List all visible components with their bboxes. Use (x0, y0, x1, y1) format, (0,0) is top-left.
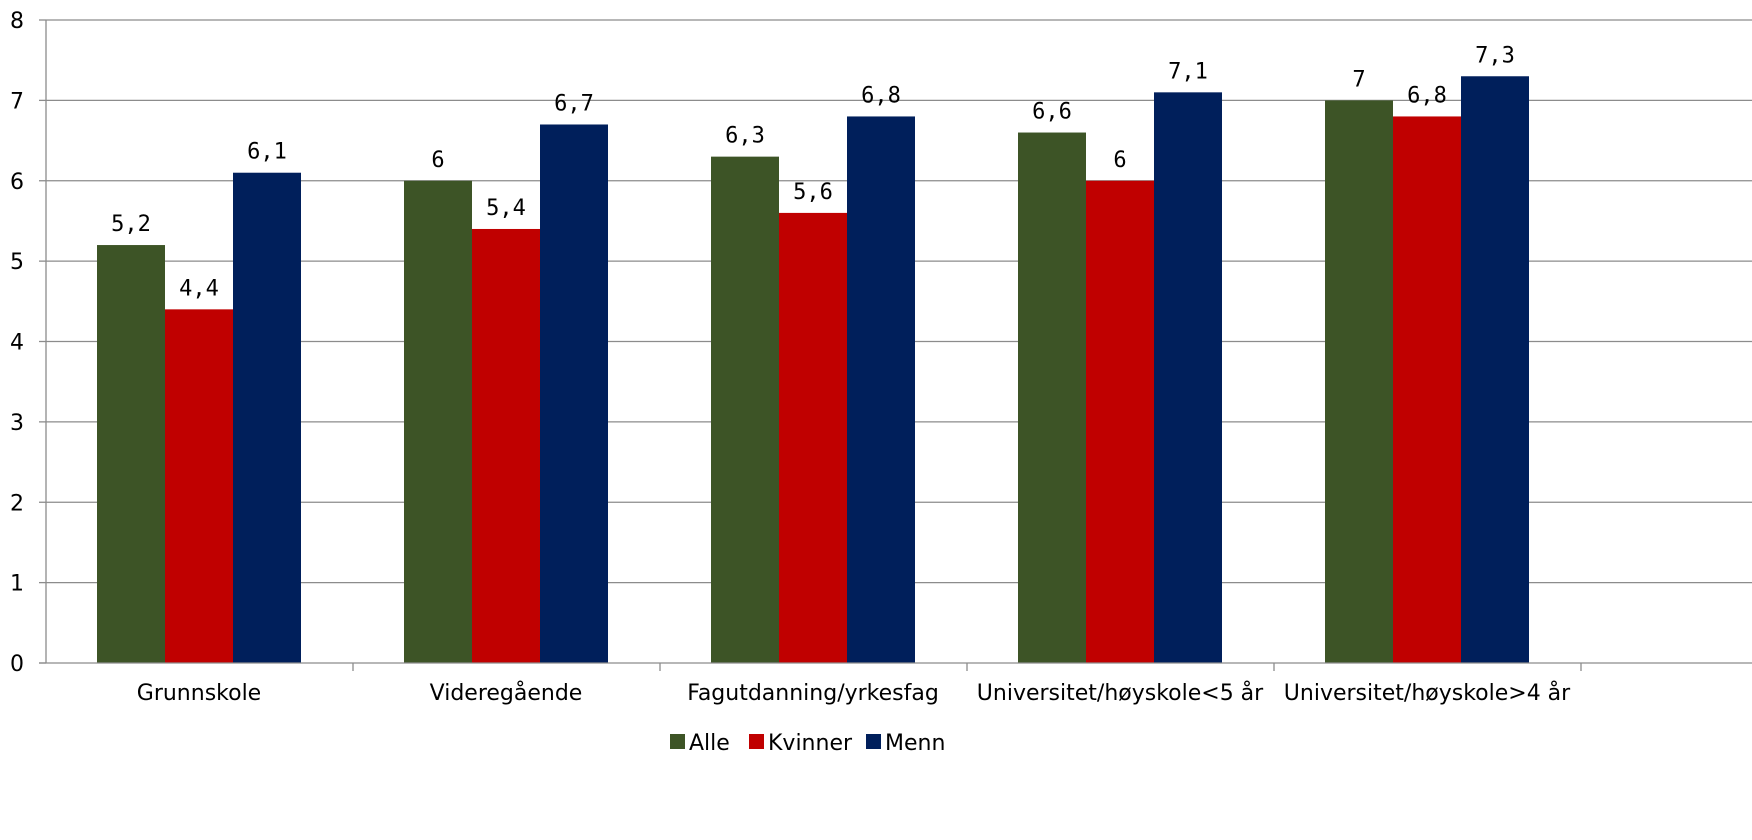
bar-kvinner-0 (165, 309, 233, 663)
data-label: 5,4 (486, 196, 526, 221)
legend-label-menn: Menn (885, 731, 945, 756)
y-tick-label: 3 (10, 411, 24, 436)
bars (97, 76, 1529, 664)
y-tick-label: 1 (10, 572, 24, 597)
y-tick-labels: 0 1 2 3 4 5 6 7 8 (10, 9, 24, 677)
y-tick-label: 5 (10, 250, 24, 275)
bar-menn-3 (1154, 92, 1222, 663)
data-label: 6 (1113, 148, 1126, 173)
data-label: 7,3 (1475, 43, 1515, 68)
y-tick-label: 4 (10, 331, 24, 356)
data-label: 6,7 (554, 91, 594, 116)
x-tick-label: Videregående (430, 680, 583, 706)
data-labels: 5,2 4,4 6,1 6 5,4 6,7 6,3 5,6 6,8 6,6 6 7,1 7 6,8 7,3 (111, 43, 1515, 301)
axes (39, 19, 1752, 671)
bar-menn-2 (847, 116, 915, 663)
bar-alle-0 (97, 245, 165, 664)
data-label: 4,4 (179, 276, 219, 301)
x-tick-label: Grunnskole (137, 681, 261, 706)
data-label: 6 (431, 148, 444, 173)
legend: Alle Kvinner Menn (670, 731, 945, 756)
bar-menn-0 (233, 172, 301, 663)
x-tick-labels: Grunnskole Videregående Fagutdanning/yrkes… (137, 680, 1571, 706)
bar-menn-4 (1461, 76, 1529, 663)
legend-label-alle: Alle (689, 731, 730, 756)
data-label: 5,6 (793, 180, 833, 205)
data-label: 6,3 (725, 124, 765, 149)
data-label: 5,2 (111, 212, 151, 237)
data-label: 6,6 (1032, 100, 1072, 125)
x-tick-label: Universitet/høyskole>4 år (1284, 680, 1571, 706)
y-tick-label: 8 (10, 9, 24, 34)
bar-kvinner-2 (779, 212, 847, 663)
bar-alle-1 (404, 180, 472, 663)
y-tick-label: 0 (10, 652, 24, 677)
bar-alle-4 (1325, 100, 1393, 663)
bar-kvinner-1 (472, 228, 540, 663)
bar-kvinner-3 (1086, 180, 1154, 663)
x-tick-label: Universitet/høyskole<5 år (977, 680, 1264, 706)
data-label: 6,1 (247, 140, 287, 165)
legend-swatch-kvinner (749, 734, 764, 749)
bar-alle-3 (1018, 132, 1086, 663)
y-tick-label: 2 (10, 491, 24, 516)
x-tick-label: Fagutdanning/yrkesfag (687, 681, 939, 706)
bar-kvinner-4 (1393, 116, 1461, 663)
legend-label-kvinner: Kvinner (768, 731, 853, 756)
y-tick-label: 6 (10, 170, 24, 195)
data-label: 6,8 (861, 83, 901, 108)
bar-menn-1 (540, 124, 608, 664)
legend-swatch-alle (670, 734, 685, 749)
data-label: 6,8 (1407, 83, 1447, 108)
bar-alle-2 (711, 156, 779, 663)
legend-swatch-menn (866, 734, 881, 749)
data-label: 7,1 (1168, 59, 1208, 84)
data-label: 7 (1352, 67, 1365, 92)
y-tick-label: 7 (10, 89, 24, 114)
